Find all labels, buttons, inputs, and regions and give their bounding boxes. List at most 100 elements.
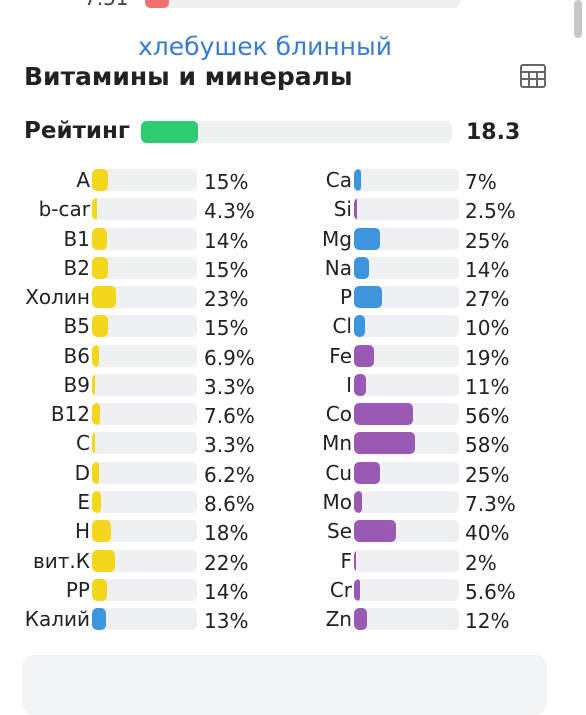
nutrient-value: 3.3% (204, 433, 255, 458)
nutrient-track (354, 198, 459, 221)
nutrient-value: 25% (465, 228, 510, 253)
nutrient-track (92, 286, 197, 309)
nutrient-value: 7.3% (465, 491, 516, 516)
rating-track (141, 121, 452, 143)
nutrient-value: 15% (204, 316, 249, 341)
nutrient-value: 5.6% (465, 579, 516, 604)
nutrient-value: 27% (465, 287, 510, 312)
nutrient-name: Cl (332, 314, 352, 339)
nutrient-name: Si (333, 197, 352, 222)
nutrient-value: 2% (465, 550, 497, 575)
nutrient-value: 56% (465, 404, 510, 429)
nutrient-track (92, 549, 197, 572)
nutrient-value: 6.9% (204, 345, 255, 370)
food-link[interactable]: хлебушек блинный (138, 32, 392, 61)
nutrient-name: Co (325, 402, 352, 427)
nutrient-value: 14% (204, 228, 249, 253)
nutrient-track (354, 549, 459, 572)
nutrient-name: Se (327, 519, 352, 544)
scrollbar (574, 0, 582, 38)
nutrient-track (92, 315, 197, 338)
nutrient-value: 40% (465, 521, 510, 546)
nutrient-track (354, 578, 459, 601)
nutrient-bar (92, 227, 107, 250)
nutrient-track (354, 256, 459, 279)
nutrient-value: 7% (465, 170, 497, 194)
nutrient-bar (354, 490, 362, 513)
nutrient-name: Ca (325, 168, 352, 192)
nutrient-name: E (77, 489, 90, 514)
nutrient-value: 14% (465, 257, 510, 282)
nutrient-track (354, 490, 459, 513)
rating-value: 18.3 (466, 120, 521, 145)
nutrient-bar (92, 461, 99, 484)
nutrient-name: H (74, 519, 90, 544)
nutrient-bar (354, 608, 367, 631)
nutrient-track (92, 520, 197, 543)
nutrient-name: Холин (25, 285, 90, 310)
nutrient-track (92, 403, 197, 426)
nutrient-name: Cr (329, 577, 352, 602)
nutrient-track (354, 286, 459, 309)
nutrient-track (354, 461, 459, 484)
nutrient-track (354, 608, 459, 631)
nutrient-bar (354, 286, 383, 309)
nutrient-bar (354, 461, 381, 484)
nutrient-track (92, 198, 197, 221)
nutrient-name: Mg (322, 226, 352, 251)
nutrient-bar (92, 256, 108, 279)
nutrient-track (92, 169, 197, 191)
nutrient-track (354, 403, 459, 426)
nutrient-value: 12% (465, 609, 510, 634)
nutrient-name: Mo (322, 489, 353, 514)
nutrient-name: C (76, 431, 90, 456)
nutrient-name: F (340, 548, 352, 573)
nutrient-bar (92, 578, 107, 601)
nutrient-name: A (76, 168, 90, 192)
nutrient-name: Mn (322, 431, 352, 456)
nutrient-bar (354, 169, 362, 191)
nutrient-bar (92, 198, 97, 221)
nutrient-bar (92, 549, 116, 572)
nutrient-track (92, 344, 197, 367)
nutrient-name: D (74, 460, 90, 485)
nutrient-value: 10% (465, 316, 510, 341)
nutrient-name: P (339, 285, 352, 310)
nutrient-value: 19% (465, 345, 510, 370)
nutrient-name: Fe (329, 343, 352, 368)
nutrient-track (354, 520, 459, 543)
nutrient-bar (92, 520, 111, 543)
nutrient-bar (354, 373, 366, 396)
nutrient-value: 8.6% (204, 491, 255, 516)
nutrient-value: 15% (204, 257, 249, 282)
nutrient-name: B9 (63, 372, 90, 397)
nutrient-bar (354, 520, 396, 543)
nutrient-value: 15% (204, 170, 249, 194)
nutrient-name: Zn (325, 607, 352, 632)
nutrient-name: B12 (50, 402, 90, 427)
nutrient-track (92, 373, 197, 396)
nutrient-track (354, 344, 459, 367)
nutrient-value: 2.5% (465, 199, 516, 224)
nutrient-value: 11% (465, 374, 510, 399)
nutrient-bar (354, 315, 365, 338)
nutrient-bar (92, 432, 96, 455)
top-track (145, 0, 460, 8)
nutrient-track (354, 227, 459, 250)
nutrient-track (354, 373, 459, 396)
nutrient-value: 3.3% (204, 374, 255, 399)
nutrient-track (92, 578, 197, 601)
nutrient-track (92, 256, 197, 279)
nutrient-name: B6 (63, 343, 90, 368)
nutrient-bar (354, 403, 413, 426)
nutrient-bar (92, 286, 117, 309)
nutrient-name: Калий (24, 607, 90, 632)
nutrient-name: B5 (63, 314, 90, 339)
nutrient-bar (354, 578, 360, 601)
table-icon[interactable] (520, 64, 546, 88)
nutrient-bar (354, 198, 357, 221)
rating-label: Рейтинг (24, 118, 130, 144)
nutrient-value: 23% (204, 287, 249, 312)
nutrient-track (354, 169, 459, 191)
nutrient-track (92, 608, 197, 631)
